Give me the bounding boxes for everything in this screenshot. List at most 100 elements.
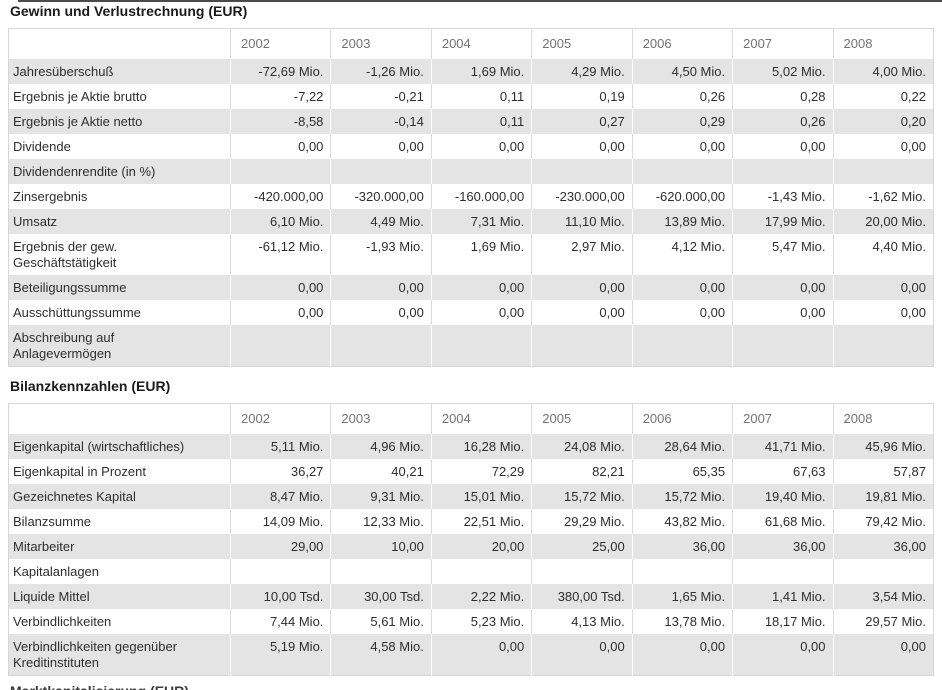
row-label: Umsatz xyxy=(13,214,58,229)
value-cell: 0,00 xyxy=(229,275,331,300)
value-cell: 0,00 xyxy=(430,300,532,325)
year-column-header: 2006 xyxy=(631,28,733,59)
row-label: Eigenkapital (wirtschaftliches) xyxy=(13,439,185,454)
value-cell: 3,54 Mio. xyxy=(832,584,934,609)
value-cell: 10,00 xyxy=(330,534,432,559)
table-row: Bilanzsumme 14,09 Mio. 12,33 Mio. 22,51 Mio… xyxy=(9,509,934,534)
row-label: Ergebnis je Aktie brutto xyxy=(13,89,147,104)
value-cell: 30,00 Tsd. xyxy=(330,584,432,609)
clipped-next-section-title: Marktkapitalisierung (EUR) xyxy=(8,684,934,690)
value-cell: 28,64 Mio. xyxy=(631,434,733,459)
value-cell: 0,00 xyxy=(832,634,934,676)
year-column-header: 2003 xyxy=(330,28,432,59)
value-cell: 1,69 Mio. xyxy=(430,234,532,275)
table-row: Umsatz 6,10 Mio. 4,49 Mio. 7,31 Mio. 11,10 M… xyxy=(8,209,934,234)
table-row: Verbindlichkeiten gegenüber Kreditinstit… xyxy=(8,634,934,676)
value-cell: 29,00 xyxy=(229,534,331,559)
value-cell: 5,47 Mio. xyxy=(732,234,834,275)
value-cell: 5,23 Mio. xyxy=(430,609,532,634)
value-cell: 0,11 xyxy=(430,84,532,109)
value-cell: 2,97 Mio. xyxy=(531,234,633,275)
value-cell: 65,35 xyxy=(631,459,733,484)
value-cell xyxy=(531,325,633,367)
table-row: Mitarbeiter 29,00 10,00 20,00 25,00 36,00 36,0… xyxy=(8,534,934,559)
value-cell: 72,29 xyxy=(430,459,532,484)
year-header-row: 2002 2003 2004 2005 2006 2007 2008 xyxy=(9,28,934,59)
value-cell: -320.000,00 xyxy=(330,184,432,209)
value-cell: 25,00 xyxy=(531,534,633,559)
value-cell: 0,00 xyxy=(732,634,834,676)
value-cell: 17,99 Mio. xyxy=(732,209,834,234)
row-label: Bilanzsumme xyxy=(13,514,92,529)
table-row: Dividende 0,00 0,00 0,00 0,00 0,00 0,00 0,00 xyxy=(9,134,934,159)
value-cell: -72,69 Mio. xyxy=(229,59,331,84)
value-cell: 0,22 xyxy=(832,84,934,109)
year-column-header: 2002 xyxy=(229,28,331,59)
value-cell: -1,43 Mio. xyxy=(732,184,834,209)
year-column-header: 2002 xyxy=(229,403,331,434)
year-column-header: 2003 xyxy=(330,403,432,434)
value-cell: 380,00 Tsd. xyxy=(531,584,633,609)
value-cell xyxy=(832,559,934,584)
row-label: Abschreibung auf Anlagevermögen xyxy=(13,330,115,361)
table-row: Beteiligungssumme 0,00 0,00 0,00 0,00 0,00 0,0… xyxy=(8,275,934,300)
value-cell: 79,42 Mio. xyxy=(832,509,934,534)
value-cell: -230.000,00 xyxy=(531,184,633,209)
value-cell: 0,00 xyxy=(631,634,733,676)
value-cell: 1,69 Mio. xyxy=(430,59,532,84)
row-label: Liquide Mittel xyxy=(13,589,90,604)
value-cell: 20,00 Mio. xyxy=(832,209,934,234)
value-cell: 10,00 Tsd. xyxy=(229,584,331,609)
value-cell: 18,17 Mio. xyxy=(732,609,834,634)
value-cell: 0,00 xyxy=(430,634,532,676)
value-cell: 0,00 xyxy=(631,134,733,159)
value-cell: 24,08 Mio. xyxy=(531,434,633,459)
value-cell: 0,00 xyxy=(531,300,633,325)
value-cell: 5,61 Mio. xyxy=(330,609,432,634)
value-cell: 36,27 xyxy=(229,459,331,484)
value-cell: 57,87 xyxy=(832,459,934,484)
value-cell: -1,62 Mio. xyxy=(832,184,934,209)
row-label: Dividendenrendite (in %) xyxy=(13,164,156,179)
value-cell: -620.000,00 xyxy=(631,184,733,209)
value-cell: 0,26 xyxy=(732,109,834,134)
value-cell: 4,13 Mio. xyxy=(531,609,633,634)
value-cell xyxy=(832,325,934,367)
corner-header-cell xyxy=(9,404,231,435)
value-cell: 1,41 Mio. xyxy=(732,584,834,609)
table-row: Eigenkapital in Prozent 36,27 40,21 72,29 82… xyxy=(9,459,934,484)
row-label: Gezeichnetes Kapital xyxy=(13,489,136,504)
row-label: Eigenkapital in Prozent xyxy=(13,464,146,479)
row-label: Kapitalanlagen xyxy=(13,564,100,579)
table-row: Liquide Mittel 10,00 Tsd. 30,00 Tsd. 2,22 M… xyxy=(8,584,934,609)
row-label: Jahresüberschuß xyxy=(13,64,114,79)
value-cell: 0,00 xyxy=(832,134,934,159)
value-cell: 0,00 xyxy=(832,275,934,300)
value-cell xyxy=(330,159,432,184)
row-label: Mitarbeiter xyxy=(13,539,75,554)
value-cell xyxy=(330,559,432,584)
year-column-header: 2006 xyxy=(631,403,733,434)
value-cell: 4,49 Mio. xyxy=(330,209,432,234)
balance-sheet-section-title: Bilanzkennzahlen (EUR) xyxy=(10,378,171,394)
year-header-row: 2002 2003 2004 2005 2006 2007 2008 xyxy=(9,403,934,435)
row-label: Beteiligungssumme xyxy=(13,280,127,295)
value-cell: 19,81 Mio. xyxy=(832,484,934,509)
profit-loss-table: 2002 2003 2004 2005 2006 2007 2008 Jahresübersc… xyxy=(8,28,934,367)
value-cell xyxy=(732,159,834,184)
value-cell xyxy=(732,325,834,367)
value-cell: 36,00 xyxy=(631,534,733,559)
value-cell xyxy=(229,559,331,584)
value-cell: 12,33 Mio. xyxy=(330,509,432,534)
value-cell: -61,12 Mio. xyxy=(229,234,331,275)
value-cell: 0,00 xyxy=(631,300,733,325)
value-cell: 9,31 Mio. xyxy=(330,484,432,509)
value-cell: 0,00 xyxy=(531,134,633,159)
value-cell: 0,29 xyxy=(631,109,733,134)
table-row: Ergebnis je Aktie netto -8,58 -0,14 0,11 0,2… xyxy=(8,109,934,134)
value-cell: 15,72 Mio. xyxy=(531,484,633,509)
row-label: Ausschüttungssumme xyxy=(13,305,141,320)
value-cell: 41,71 Mio. xyxy=(732,434,834,459)
value-cell xyxy=(229,325,331,367)
